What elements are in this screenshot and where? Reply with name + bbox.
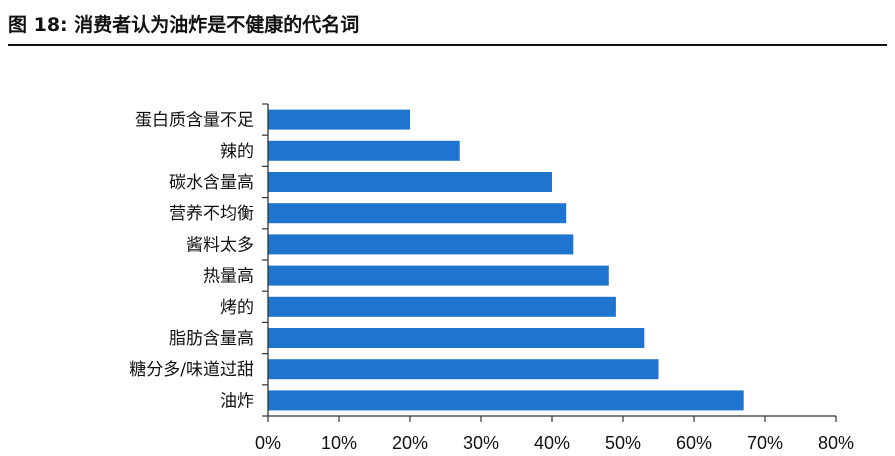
- category-label-9: 油炸: [220, 391, 254, 411]
- bar-0: [268, 109, 410, 130]
- title-divider: [8, 44, 887, 46]
- bar-2: [268, 172, 552, 192]
- bar-8: [268, 359, 659, 380]
- x-tick-label-0: 0%: [255, 433, 281, 453]
- tick-labels-group: 0% 10% 20% 30% 40% 50% 60% 70% 80%: [255, 433, 854, 453]
- x-tick-label-3: 30%: [463, 433, 499, 453]
- category-label-3: 营养不均衡: [169, 204, 254, 224]
- category-label-6: 烤的: [220, 298, 254, 318]
- category-label-0: 蛋白质含量不足: [135, 111, 254, 131]
- bars-group: [268, 109, 744, 411]
- bar-5: [268, 265, 609, 286]
- figure-title: 图 18: 消费者认为油炸是不健康的代名词: [8, 14, 360, 36]
- category-label-5: 热量高: [203, 267, 254, 287]
- bar-4: [268, 234, 574, 255]
- x-tick-label-5: 50%: [605, 433, 641, 453]
- axes-group: [262, 103, 837, 422]
- bar-6: [268, 296, 616, 317]
- category-labels-group: 蛋白质含量不足辣的碳水含量高营养不均衡酱料太多热量高烤的脂肪含量高糖分多/味道过…: [129, 111, 254, 412]
- category-label-7: 脂肪含量高: [169, 329, 254, 349]
- bar-1: [268, 140, 460, 161]
- bar-7: [268, 328, 645, 348]
- category-label-1: 辣的: [220, 142, 254, 162]
- category-label-8: 糖分多/味道过甜: [129, 360, 254, 380]
- bar-3: [268, 203, 567, 224]
- x-tick-label-6: 60%: [676, 433, 712, 453]
- category-label-2: 碳水含量高: [169, 173, 254, 193]
- x-tick-label-4: 40%: [534, 433, 570, 453]
- x-tick-label-8: 80%: [818, 433, 854, 453]
- x-tick-label-1: 10%: [321, 433, 357, 453]
- category-label-4: 酱料太多: [186, 235, 254, 255]
- x-tick-label-7: 70%: [747, 433, 783, 453]
- x-tick-label-2: 20%: [392, 433, 428, 453]
- bar-9: [268, 390, 744, 411]
